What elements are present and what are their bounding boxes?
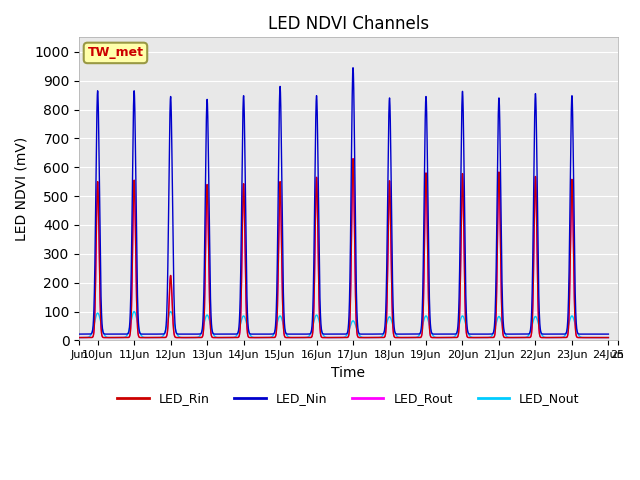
X-axis label: Time: Time [332,366,365,380]
Title: LED NDVI Channels: LED NDVI Channels [268,15,429,33]
Text: TW_met: TW_met [88,47,143,60]
Legend: LED_Rin, LED_Nin, LED_Rout, LED_Nout: LED_Rin, LED_Nin, LED_Rout, LED_Nout [113,387,584,410]
Y-axis label: LED NDVI (mV): LED NDVI (mV) [15,137,29,241]
